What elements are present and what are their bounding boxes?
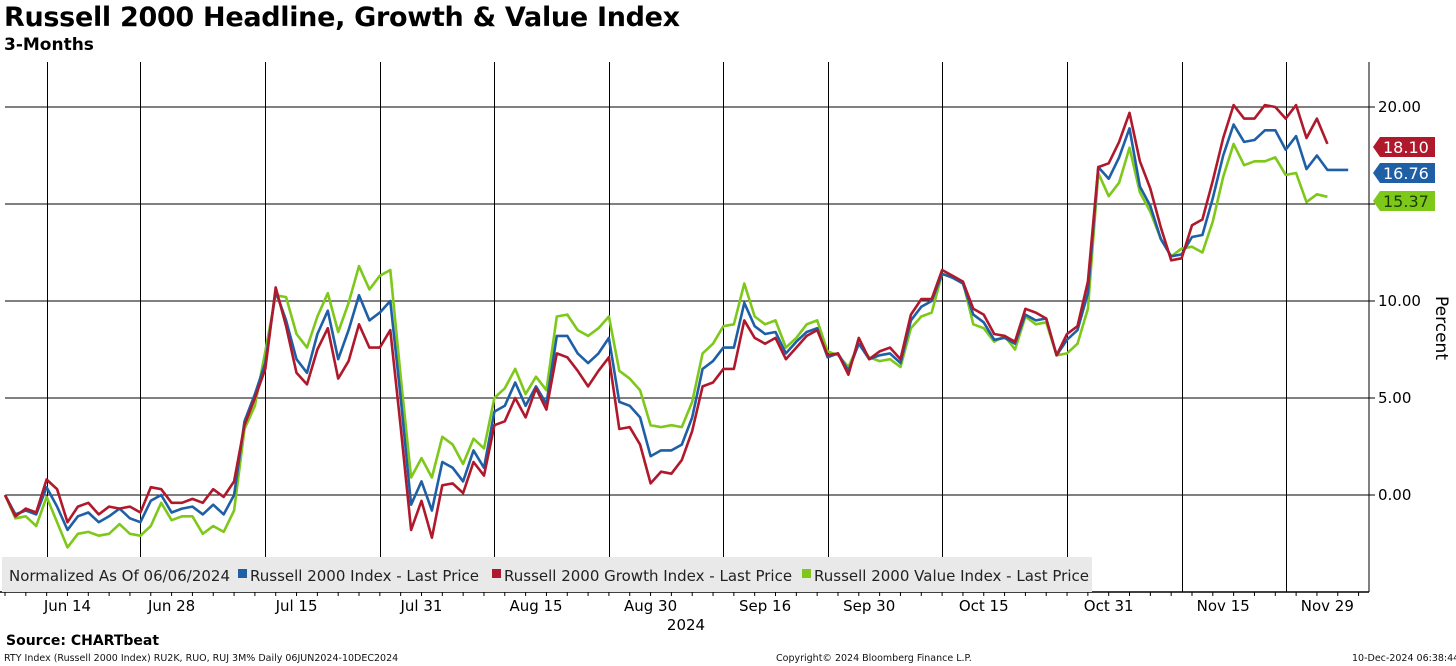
series-line-headline xyxy=(3,123,1349,532)
x-tick-label: Nov 29 xyxy=(1301,597,1354,615)
chart-title: Russell 2000 Headline, Growth & Value In… xyxy=(4,2,680,33)
last-value-labels: 18.10 16.76 15.37 xyxy=(1373,137,1435,211)
copyright-note: Copyright© 2024 Bloomberg Finance L.P. xyxy=(776,653,972,664)
grid-lines xyxy=(5,62,1369,592)
x-tick-label: Sep 30 xyxy=(843,597,895,615)
x-tick-label: Jun 28 xyxy=(147,597,195,615)
x-tick-label: Nov 15 xyxy=(1197,597,1250,615)
series-line-value xyxy=(3,142,1328,549)
x-tick-label: Jul 31 xyxy=(400,597,443,615)
y-tick-label: 0.00 xyxy=(1378,486,1411,504)
x-axis-title: 2024 xyxy=(667,616,705,634)
last-value-tag-growth xyxy=(1373,137,1435,157)
legend[interactable]: Normalized As Of 06/06/2024 Russell 2000 … xyxy=(2,557,1092,592)
legend-prefix: Normalized As Of 06/06/2024 xyxy=(9,567,230,585)
series-line-growth xyxy=(3,103,1329,540)
y-tick-label: 5.00 xyxy=(1378,389,1411,407)
source-note: Source: CHARTbeat xyxy=(6,633,160,649)
last-value-label-value: 15.37 xyxy=(1383,192,1429,211)
legend-label-headline: Russell 2000 Index - Last Price xyxy=(250,567,479,585)
legend-box xyxy=(2,557,1092,592)
legend-label-value: Russell 2000 Value Index - Last Price xyxy=(814,567,1089,585)
ticker-note: RTY Index (Russell 2000 Index) RU2K, RUO… xyxy=(4,653,399,664)
x-tick-label: Aug 30 xyxy=(624,597,677,615)
y-tick-label: 20.00 xyxy=(1378,98,1421,116)
x-tick-label: Jul 15 xyxy=(275,597,318,615)
legend-swatch-headline xyxy=(238,569,247,578)
last-value-label-growth: 18.10 xyxy=(1383,138,1429,157)
chart-subtitle: 3-Months xyxy=(4,35,94,55)
y-axis-title: Percent xyxy=(1431,296,1451,360)
last-value-tag-value xyxy=(1373,191,1435,211)
last-value-label-headline: 16.76 xyxy=(1383,164,1429,183)
last-value-tag-headline xyxy=(1373,163,1435,183)
legend-swatch-value xyxy=(802,569,811,578)
x-tick-label: Aug 15 xyxy=(509,597,562,615)
x-tick-label: Oct 31 xyxy=(1084,597,1134,615)
legend-label-growth: Russell 2000 Growth Index - Last Price xyxy=(504,567,792,585)
series-lines xyxy=(3,103,1349,549)
x-tick-label: Jun 14 xyxy=(43,597,91,615)
x-tick-label: Oct 15 xyxy=(959,597,1009,615)
legend-swatch-growth xyxy=(492,569,501,578)
timestamp-note: 10-Dec-2024 06:38:44 xyxy=(1352,653,1456,664)
x-tick-label: Sep 16 xyxy=(739,597,791,615)
y-tick-label: 10.00 xyxy=(1378,292,1421,310)
